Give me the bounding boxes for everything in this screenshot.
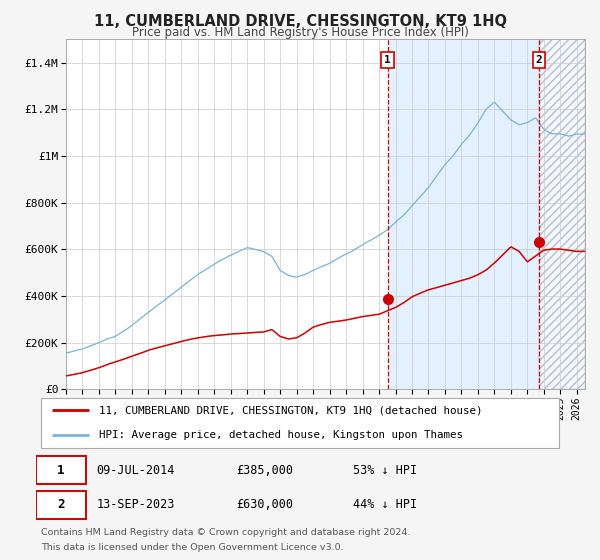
Text: 44% ↓ HPI: 44% ↓ HPI bbox=[353, 498, 417, 511]
Bar bbox=[539, 39, 585, 389]
Bar bbox=[539, 39, 585, 389]
Bar bbox=[388, 39, 539, 389]
Text: 09-JUL-2014: 09-JUL-2014 bbox=[97, 464, 175, 477]
Text: £385,000: £385,000 bbox=[236, 464, 293, 477]
Text: This data is licensed under the Open Government Licence v3.0.: This data is licensed under the Open Gov… bbox=[41, 543, 344, 552]
Text: 2: 2 bbox=[536, 55, 542, 65]
Text: 1: 1 bbox=[384, 55, 391, 65]
FancyBboxPatch shape bbox=[41, 398, 559, 448]
Text: Contains HM Land Registry data © Crown copyright and database right 2024.: Contains HM Land Registry data © Crown c… bbox=[41, 528, 410, 537]
Text: 11, CUMBERLAND DRIVE, CHESSINGTON, KT9 1HQ: 11, CUMBERLAND DRIVE, CHESSINGTON, KT9 1… bbox=[94, 14, 506, 29]
Text: 13-SEP-2023: 13-SEP-2023 bbox=[97, 498, 175, 511]
Text: HPI: Average price, detached house, Kingston upon Thames: HPI: Average price, detached house, King… bbox=[100, 430, 463, 440]
FancyBboxPatch shape bbox=[36, 456, 86, 484]
FancyBboxPatch shape bbox=[36, 491, 86, 519]
Text: 2: 2 bbox=[57, 498, 65, 511]
Text: 11, CUMBERLAND DRIVE, CHESSINGTON, KT9 1HQ (detached house): 11, CUMBERLAND DRIVE, CHESSINGTON, KT9 1… bbox=[100, 405, 483, 416]
Text: £630,000: £630,000 bbox=[236, 498, 293, 511]
Text: 53% ↓ HPI: 53% ↓ HPI bbox=[353, 464, 417, 477]
Text: 1: 1 bbox=[57, 464, 65, 477]
Text: Price paid vs. HM Land Registry's House Price Index (HPI): Price paid vs. HM Land Registry's House … bbox=[131, 26, 469, 39]
